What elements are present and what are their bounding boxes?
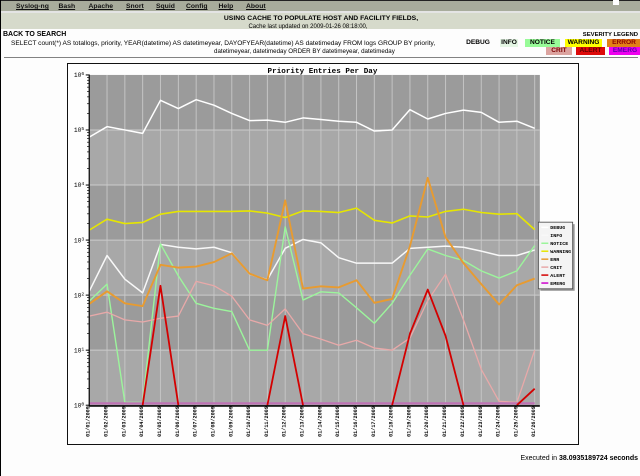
svg-text:100: 100	[74, 401, 85, 409]
svg-text:EMERG: EMERG	[550, 281, 565, 287]
svg-text:01/10/2009: 01/10/2009	[246, 406, 252, 437]
svg-text:01/19/2009: 01/19/2009	[406, 406, 412, 437]
svg-text:01/09/2009: 01/09/2009	[228, 406, 234, 437]
svg-text:01/04/2009: 01/04/2009	[139, 406, 145, 437]
svg-text:01/02/2009: 01/02/2009	[104, 406, 110, 437]
svg-text:01/24/2009: 01/24/2009	[496, 406, 502, 437]
svg-text:01/07/2009: 01/07/2009	[193, 406, 199, 437]
svg-text:CRIT: CRIT	[550, 265, 562, 271]
svg-text:01/16/2009: 01/16/2009	[353, 406, 359, 437]
svg-text:DEBUG: DEBUG	[550, 225, 565, 231]
svg-text:106: 106	[74, 71, 85, 79]
svg-text:01/17/2009: 01/17/2009	[371, 406, 377, 437]
svg-text:101: 101	[74, 346, 85, 354]
svg-text:01/20/2009: 01/20/2009	[424, 406, 430, 437]
svg-text:102: 102	[74, 291, 85, 299]
svg-text:01/22/2009: 01/22/2009	[460, 406, 466, 437]
svg-text:01/23/2009: 01/23/2009	[478, 406, 484, 437]
svg-text:ERR: ERR	[550, 257, 559, 263]
svg-text:01/15/2009: 01/15/2009	[335, 406, 341, 437]
svg-text:01/12/2009: 01/12/2009	[282, 406, 288, 437]
svg-text:01/08/2009: 01/08/2009	[210, 406, 216, 437]
svg-text:01/21/2009: 01/21/2009	[442, 406, 448, 437]
svg-text:01/13/2009: 01/13/2009	[300, 406, 306, 437]
svg-text:01/03/2009: 01/03/2009	[121, 406, 127, 437]
svg-text:WARNING: WARNING	[550, 249, 571, 255]
svg-text:01/01/2009: 01/01/2009	[86, 406, 92, 437]
svg-text:01/05/2009: 01/05/2009	[157, 406, 163, 437]
svg-text:01/14/2009: 01/14/2009	[317, 406, 323, 437]
svg-text:NOTICE: NOTICE	[550, 241, 568, 247]
svg-text:ALERT: ALERT	[550, 273, 565, 279]
svg-text:01/18/2009: 01/18/2009	[389, 406, 395, 437]
svg-text:01/11/2009: 01/11/2009	[264, 406, 270, 437]
svg-text:104: 104	[74, 181, 85, 189]
svg-text:01/26/2009: 01/26/2009	[531, 406, 537, 437]
svg-text:INFO: INFO	[550, 233, 562, 239]
svg-text:01/06/2009: 01/06/2009	[175, 406, 181, 437]
svg-text:Priority Entries Per Day: Priority Entries Per Day	[268, 68, 378, 76]
svg-text:01/25/2009: 01/25/2009	[513, 406, 519, 437]
svg-text:105: 105	[74, 126, 85, 134]
svg-text:103: 103	[74, 236, 85, 244]
